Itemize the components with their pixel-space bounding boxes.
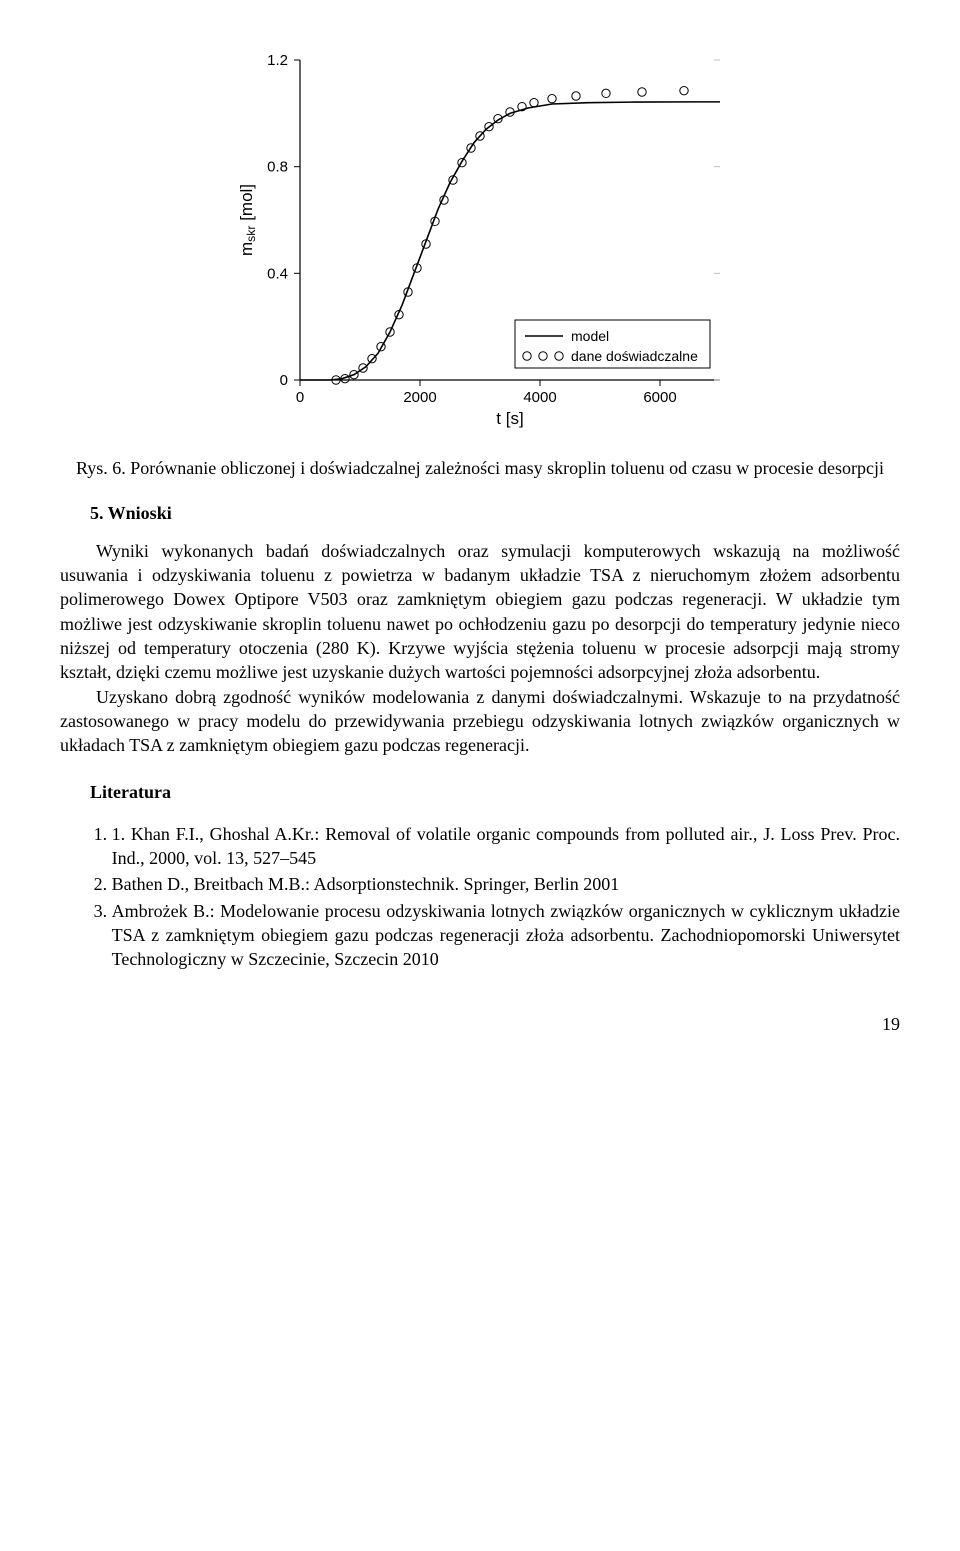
list-item: Ambrożek B.: Modelowanie procesu odzyski… <box>112 899 900 972</box>
svg-text:2000: 2000 <box>403 389 436 406</box>
list-item: Bathen D., Breitbach M.B.: Adsorptionste… <box>112 872 900 896</box>
svg-text:1.2: 1.2 <box>267 52 288 69</box>
section-heading-wnioski: 5. Wnioski <box>90 501 900 525</box>
caption-prefix: Rys. 6. <box>76 458 130 478</box>
figure-caption: Rys. 6. Porównanie obliczonej i doświadc… <box>60 456 900 480</box>
main-chart: 0 2000 4000 6000 0 0.4 0.8 1.2 t [s] mskr [mol] mo… <box>220 40 740 440</box>
svg-text:t [s]: t [s] <box>496 409 523 428</box>
svg-text:0.4: 0.4 <box>267 265 288 282</box>
caption-text: Porównanie obliczonej i doświadczalnej z… <box>130 458 884 478</box>
section-heading-literatura: Literatura <box>90 780 900 804</box>
svg-text:mskr [mol]: mskr [mol] <box>237 184 258 256</box>
paragraph-2: Uzyskano dobrą zgodność wyników modelowa… <box>60 685 900 758</box>
svg-text:model: model <box>571 328 609 344</box>
list-item: 1. Khan F.I., Ghoshal A.Kr.: Removal of … <box>112 822 900 871</box>
page-number: 19 <box>60 1012 900 1036</box>
svg-text:4000: 4000 <box>523 389 556 406</box>
svg-text:0: 0 <box>280 372 288 389</box>
chart-container: 0 2000 4000 6000 0 0.4 0.8 1.2 t [s] mskr [mol] mo… <box>220 40 740 446</box>
svg-text:0: 0 <box>296 389 304 406</box>
svg-text:0.8: 0.8 <box>267 159 288 176</box>
svg-text:6000: 6000 <box>643 389 676 406</box>
references-list: 1. Khan F.I., Ghoshal A.Kr.: Removal of … <box>90 822 900 972</box>
svg-text:dane doświadczalne: dane doświadczalne <box>571 348 698 364</box>
paragraph-1: Wyniki wykonanych badań doświadczalnych … <box>60 539 900 685</box>
